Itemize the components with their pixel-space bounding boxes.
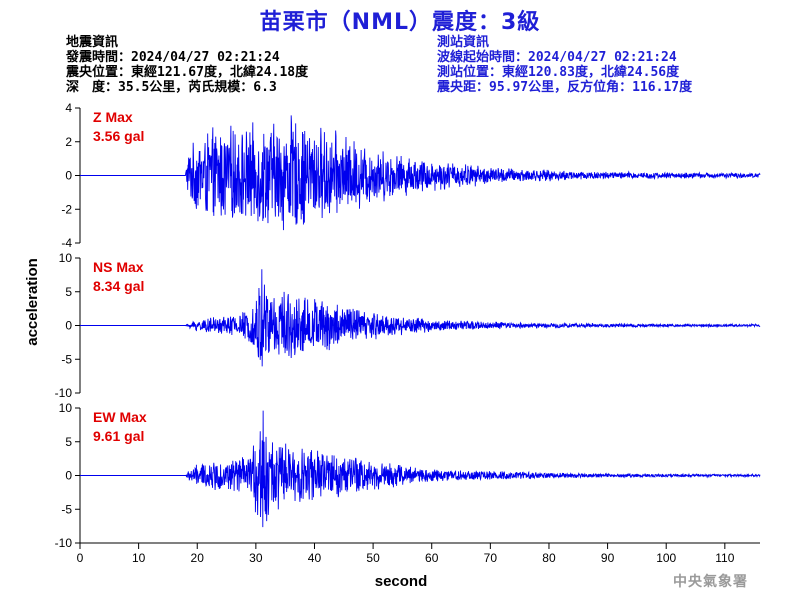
z-y-tick-label: 0 [65, 169, 72, 183]
z-max-block: Z Max 3.56 gal [93, 108, 144, 146]
ns-y-tick-label: 10 [59, 251, 73, 265]
z-y-tick-label: -2 [61, 202, 72, 216]
ew-y-tick-label: -10 [55, 536, 73, 550]
earthquake-info: 地震資訊 發震時間：2024/04/27 02:21:24 震央位置：東經121… [66, 35, 308, 95]
x-tick-label: 0 [77, 551, 84, 565]
z-waveform-trace [80, 115, 761, 231]
ns-y-tick-label: -10 [55, 386, 73, 400]
agency-credit: 中央氣象署 [673, 574, 748, 590]
ew-max-block: EW Max 9.61 gal [93, 408, 147, 446]
ew-y-tick-label: -5 [61, 502, 72, 516]
x-tick-label: 70 [484, 551, 498, 565]
epicenter-location: 震央位置：東經121.67度，北緯24.18度 [66, 65, 309, 80]
ew-y-tick-label: 10 [59, 401, 73, 415]
z-max-value: 3.56 gal [93, 128, 145, 144]
z-max-label: Z Max [93, 109, 133, 125]
depth-magnitude: 深 度：35.5公里，芮氏規模：6.3 [66, 80, 277, 95]
origin-time: 發震時間：2024/04/27 02:21:24 [66, 50, 280, 65]
ns-waveform-trace [80, 269, 761, 367]
ns-max-block: NS Max 8.34 gal [93, 258, 144, 296]
z-y-tick-label: 2 [65, 135, 72, 149]
wave-start-time: 波線起始時間：2024/04/27 02:21:24 [437, 50, 677, 65]
x-tick-label: 110 [715, 551, 734, 565]
x-tick-label: 30 [249, 551, 263, 565]
ew-y-tick-label: 0 [65, 469, 72, 483]
ew-y-tick-label: 5 [65, 435, 72, 449]
ns-y-tick-label: -5 [61, 352, 72, 366]
y-axis-label: acceleration [24, 258, 41, 346]
station-info-header: 測站資訊 [437, 35, 490, 50]
earthquake-info-header: 地震資訊 [66, 35, 119, 50]
x-tick-label: 80 [542, 551, 556, 565]
x-tick-label: 100 [656, 551, 676, 565]
x-tick-label: 60 [425, 551, 439, 565]
z-y-tick-label: 4 [65, 101, 72, 115]
x-tick-label: 10 [132, 551, 146, 565]
ns-max-label: NS Max [93, 259, 144, 275]
page-title: 苗栗市（NML）震度：3級 [259, 10, 541, 35]
ns-y-tick-label: 5 [65, 285, 72, 299]
x-axis-label: second [375, 573, 428, 590]
ew-waveform-trace [80, 410, 761, 528]
ns-max-value: 8.34 gal [93, 278, 145, 294]
x-tick-label: 50 [366, 551, 380, 565]
x-tick-label: 40 [308, 551, 322, 565]
ew-max-value: 9.61 gal [93, 428, 145, 444]
ew-max-label: EW Max [93, 409, 147, 425]
station-location: 測站位置：東經120.83度，北緯24.56度 [437, 65, 680, 80]
epicentral-distance: 震央距：95.97公里，反方位角：116.17度 [437, 80, 693, 95]
z-y-tick-label: -4 [61, 236, 72, 250]
station-info: 測站資訊 波線起始時間：2024/04/27 02:21:24 測站位置：東經1… [437, 35, 692, 95]
ns-y-tick-label: 0 [65, 319, 72, 333]
x-tick-label: 20 [191, 551, 205, 565]
x-tick-label: 90 [601, 551, 615, 565]
